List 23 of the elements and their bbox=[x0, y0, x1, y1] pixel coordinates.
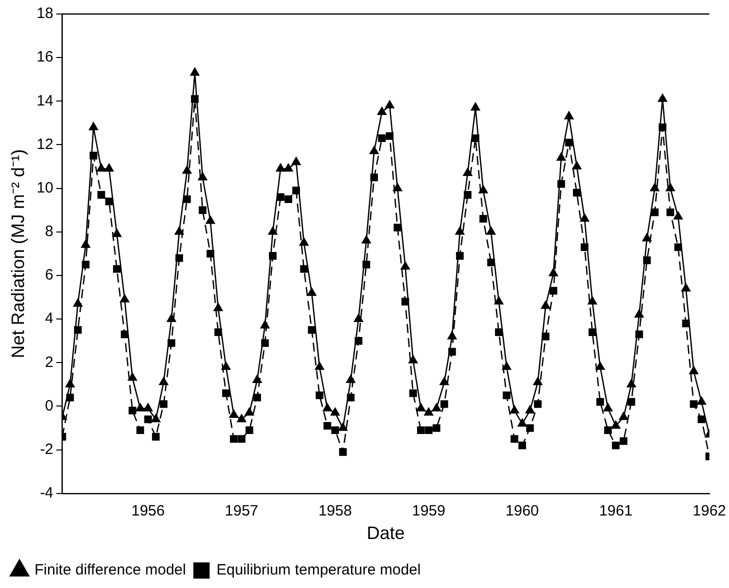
y-tick-label: 0 bbox=[44, 397, 54, 414]
x-tick-label: 1957 bbox=[224, 502, 258, 520]
y-tick-label: -4 bbox=[40, 484, 54, 502]
x-tick-label: 1961 bbox=[599, 502, 632, 520]
y-tick-label: -2 bbox=[40, 440, 54, 458]
y-axis-title: Net Radiation (MJ m⁻² d⁻¹) bbox=[8, 149, 28, 358]
x-tick-label: 1958 bbox=[318, 502, 352, 520]
x-tick-label: 1962 bbox=[692, 502, 726, 520]
y-tick-label: 16 bbox=[36, 48, 54, 66]
y-tick-label: 18 bbox=[36, 5, 54, 22]
y-tick-label: 2 bbox=[44, 354, 54, 371]
y-tick-label: 12 bbox=[36, 136, 54, 153]
x-tick-label: 1959 bbox=[412, 502, 446, 520]
y-tick-label: 8 bbox=[44, 223, 54, 240]
x-axis-title: Date bbox=[366, 523, 405, 544]
y-tick-label: 6 bbox=[44, 266, 54, 284]
y-tick-label: 4 bbox=[44, 310, 54, 328]
legend-label: Equilibrium temperature model bbox=[216, 562, 421, 579]
x-tick-label: 1956 bbox=[131, 502, 165, 520]
legend-label: Finite difference model bbox=[34, 562, 186, 579]
y-tick-label: 10 bbox=[36, 179, 54, 196]
x-tick-label: 1960 bbox=[506, 502, 539, 520]
y-tick-label: 14 bbox=[36, 92, 54, 110]
